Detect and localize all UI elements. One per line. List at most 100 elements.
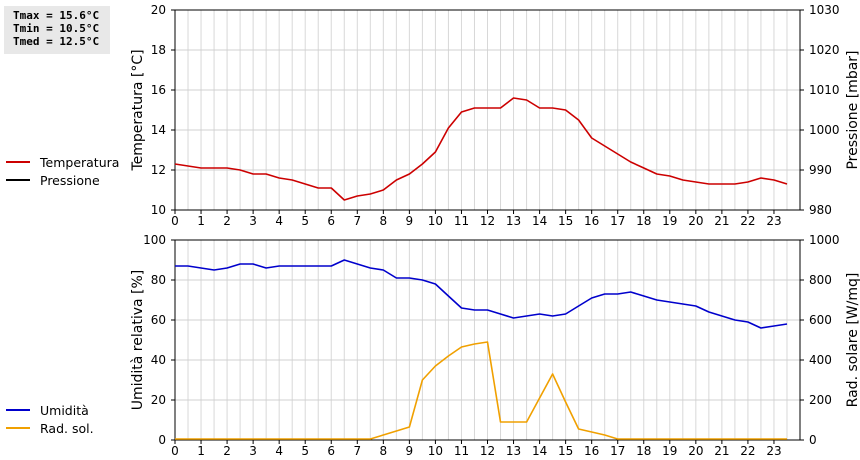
x-tick-label: 14: [532, 214, 547, 228]
legend-label-radsol: Rad. sol.: [40, 420, 94, 436]
x-tick-label: 22: [740, 214, 755, 228]
y2-tick-label: 980: [809, 203, 832, 217]
x-tick-label: 4: [275, 444, 283, 458]
y2-tick-label: 990: [809, 163, 832, 177]
y2-tick-label: 400: [809, 353, 832, 367]
y-tick-label: 100: [143, 233, 166, 247]
y-tick-label: 40: [151, 353, 166, 367]
y2-tick-label: 1000: [809, 123, 840, 137]
x-tick-label: 7: [353, 214, 361, 228]
chart-panel-1: 0 1 2 3 4 5 6 7 8 9 10 11 12 13 14 15 16 17 18 19 20 21 22 2310…: [130, 3, 860, 228]
y-tick-label: 0: [158, 433, 166, 447]
y2-axis-title: Pressione [mbar]: [845, 50, 860, 169]
y-tick-label: 60: [151, 313, 166, 327]
x-tick-label: 10: [428, 214, 443, 228]
x-tick-label: 9: [406, 214, 414, 228]
x-tick-label: 13: [506, 444, 521, 458]
y-axis-title: Temperatura [°C]: [130, 49, 146, 171]
legend-swatch-pressione: [6, 179, 30, 181]
x-tick-label: 21: [714, 214, 729, 228]
x-tick-label: 17: [610, 214, 625, 228]
x-tick-label: 20: [688, 214, 703, 228]
y-tick-label: 20: [151, 3, 166, 17]
y2-tick-label: 1030: [809, 3, 840, 17]
x-tick-label: 2: [223, 214, 231, 228]
chart-panel-2: 0 1 2 3 4 5 6 7 8 9 10 11 12 13 14 15 16 17 18 19 20 21 22 2302…: [130, 233, 860, 458]
x-tick-label: 15: [558, 214, 573, 228]
y2-tick-label: 800: [809, 273, 832, 287]
legend-swatch-umidita: [6, 409, 30, 411]
x-tick-label: 1: [197, 214, 205, 228]
legend-top: Temperatura Pressione: [6, 153, 119, 189]
series-line-rad-sol: [175, 341, 787, 440]
y-tick-label: 10: [151, 203, 166, 217]
series-line-temperatura: [174, 97, 788, 201]
x-tick-label: 19: [662, 444, 677, 458]
x-tick-label: 11: [454, 444, 469, 458]
x-tick-label: 20: [688, 444, 703, 458]
y-tick-label: 14: [151, 123, 166, 137]
legend-item-pressione: Pressione: [6, 171, 119, 189]
y2-tick-label: 600: [809, 313, 832, 327]
x-tick-label: 6: [327, 444, 335, 458]
y2-tick-label: 200: [809, 393, 832, 407]
tmed-text: Tmed = 12.5°C: [13, 35, 100, 48]
y-tick-label: 80: [151, 273, 166, 287]
x-tick-label: 13: [506, 214, 521, 228]
legend-item-radsol: Rad. sol.: [6, 419, 94, 437]
x-tick-label: 12: [480, 214, 495, 228]
x-tick-label: 10: [428, 444, 443, 458]
series-line-umidit: [175, 259, 788, 329]
x-tick-label: 23: [766, 444, 781, 458]
x-tick-label: 0: [171, 214, 179, 228]
x-tick-label: 17: [610, 444, 625, 458]
x-tick-label: 9: [406, 444, 414, 458]
x-tick-label: 18: [636, 214, 651, 228]
x-tick-label: 5: [301, 444, 309, 458]
legend-swatch-radsol: [6, 427, 30, 429]
tmax-text: Tmax = 15.6°C: [13, 9, 100, 22]
x-tick-label: 19: [662, 214, 677, 228]
x-tick-label: 1: [197, 444, 205, 458]
stats-box: Tmax = 15.6°C Tmin = 10.5°C Tmed = 12.5°…: [4, 6, 110, 54]
x-tick-label: 8: [380, 444, 388, 458]
x-tick-label: 11: [454, 214, 469, 228]
x-tick-label: 2: [223, 444, 231, 458]
legend-label-pressione: Pressione: [40, 172, 100, 188]
x-tick-label: 5: [301, 214, 309, 228]
x-tick-label: 3: [249, 444, 257, 458]
tmin-text: Tmin = 10.5°C: [13, 22, 100, 35]
y-tick-label: 18: [151, 43, 166, 57]
y2-axis-title: Rad. solare [W/mq]: [845, 273, 860, 408]
x-tick-label: 23: [766, 214, 781, 228]
x-tick-label: 21: [714, 444, 729, 458]
y2-tick-label: 0: [809, 433, 817, 447]
x-tick-label: 12: [480, 444, 495, 458]
y2-tick-label: 1020: [809, 43, 840, 57]
x-tick-label: 6: [327, 214, 335, 228]
y-tick-label: 20: [151, 393, 166, 407]
x-tick-label: 15: [558, 444, 573, 458]
x-tick-label: 0: [171, 444, 179, 458]
y-tick-label: 16: [151, 83, 166, 97]
x-tick-label: 3: [249, 214, 257, 228]
x-tick-label: 22: [740, 444, 755, 458]
x-tick-label: 7: [353, 444, 361, 458]
x-tick-label: 16: [584, 214, 599, 228]
legend-item-umidita: Umidità: [6, 401, 94, 419]
y-tick-label: 12: [151, 163, 166, 177]
legend-label-umidita: Umidità: [40, 402, 89, 418]
x-tick-label: 18: [636, 444, 651, 458]
legend-bottom: Umidità Rad. sol.: [6, 401, 94, 437]
y2-tick-label: 1010: [809, 83, 840, 97]
y2-tick-label: 1000: [809, 233, 840, 247]
x-tick-label: 16: [584, 444, 599, 458]
legend-item-temperatura: Temperatura: [6, 153, 119, 171]
y-axis-title: Umidità relativa [%]: [130, 270, 146, 411]
legend-swatch-temperatura: [6, 161, 30, 163]
x-tick-label: 14: [532, 444, 547, 458]
x-tick-label: 4: [275, 214, 283, 228]
x-tick-label: 8: [380, 214, 388, 228]
legend-label-temperatura: Temperatura: [40, 154, 120, 170]
